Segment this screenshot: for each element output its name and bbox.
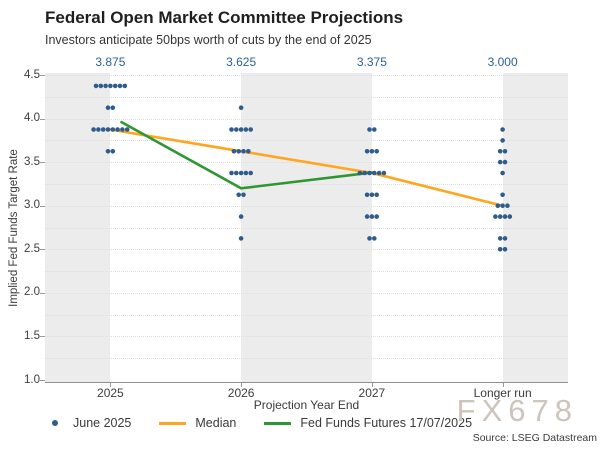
y-tick-mark bbox=[40, 292, 45, 294]
projection-dot bbox=[110, 105, 116, 110]
y-axis-title: Implied Fed Funds Target Rate bbox=[8, 149, 20, 307]
y-tick-label: 3.0 bbox=[24, 199, 40, 212]
projection-dot bbox=[110, 149, 116, 154]
background-band bbox=[502, 73, 568, 382]
projection-dot bbox=[229, 127, 234, 132]
y-tick-mark bbox=[40, 205, 45, 207]
gridline bbox=[45, 119, 568, 120]
median-value-label: 3.375 bbox=[356, 55, 387, 69]
x-axis-line bbox=[45, 382, 568, 383]
legend-label: Median bbox=[195, 416, 237, 430]
projection-dot bbox=[493, 214, 498, 219]
y-tick-mark bbox=[40, 118, 45, 120]
median-line-marker bbox=[159, 421, 187, 425]
gridline bbox=[45, 206, 568, 207]
gridline bbox=[45, 249, 568, 250]
legend: June 2025 Median Fed Funds Futures 17/07… bbox=[52, 416, 500, 430]
projection-dot bbox=[234, 170, 239, 176]
median-value-label: 3.875 bbox=[95, 55, 126, 69]
y-tick-mark bbox=[40, 75, 45, 76]
gridline bbox=[45, 228, 568, 229]
projection-dot bbox=[372, 127, 377, 132]
projection-dot bbox=[381, 170, 387, 176]
legend-label: Fed Funds Futures 17/07/2025 bbox=[300, 416, 473, 430]
gridline bbox=[45, 184, 568, 185]
x-tick-label: 2026 bbox=[227, 386, 255, 400]
gridline bbox=[45, 162, 568, 163]
gridline bbox=[45, 140, 568, 141]
gridline bbox=[45, 75, 568, 76]
projection-dot bbox=[229, 170, 234, 176]
projection-dot bbox=[374, 149, 380, 154]
y-tick-mark bbox=[40, 249, 45, 251]
projection-dot bbox=[120, 127, 125, 132]
watermark: FX678 bbox=[456, 393, 578, 428]
projection-dot bbox=[122, 83, 128, 89]
x-axis-title: Projection Year End bbox=[253, 398, 360, 412]
projection-dot bbox=[124, 127, 130, 132]
projection-dot bbox=[372, 170, 377, 176]
legend-label: June 2025 bbox=[73, 416, 132, 430]
y-tick-label: 1.5 bbox=[24, 329, 40, 342]
y-tick-mark bbox=[40, 336, 45, 338]
projection-dot bbox=[372, 236, 377, 241]
x-tick-label: 2027 bbox=[358, 386, 386, 400]
projection-dot bbox=[374, 214, 380, 219]
gridline bbox=[45, 271, 568, 272]
y-tick-label: 3.5 bbox=[24, 155, 40, 168]
projection-dot bbox=[234, 127, 239, 132]
gridline bbox=[45, 97, 568, 98]
projection-dot bbox=[117, 83, 123, 89]
futures-line-marker bbox=[264, 421, 292, 425]
legend-item-june-2025: June 2025 bbox=[52, 416, 131, 430]
projection-dot bbox=[112, 83, 118, 89]
projection-dot bbox=[115, 127, 120, 132]
background-band bbox=[45, 73, 111, 382]
projection-dot bbox=[231, 149, 237, 154]
x-tick-label: 2025 bbox=[97, 386, 124, 400]
source-credit: Source: LSEG Datastream bbox=[472, 432, 597, 444]
gridline bbox=[45, 336, 568, 337]
median-value-label: 3.000 bbox=[487, 55, 518, 69]
x-tick-mark bbox=[110, 382, 112, 387]
y-tick-mark bbox=[40, 380, 45, 381]
legend-item-median: Median bbox=[159, 416, 236, 430]
scatter-dot-marker bbox=[52, 420, 58, 426]
chart-title: Federal Open Market Committee Projection… bbox=[45, 8, 404, 27]
y-tick-label: 4.0 bbox=[24, 112, 40, 125]
y-tick-label: 4.5 bbox=[24, 68, 40, 81]
projection-dot bbox=[374, 192, 380, 198]
x-tick-mark bbox=[502, 382, 504, 387]
gridline bbox=[45, 358, 568, 359]
x-tick-label: Longer run bbox=[473, 386, 532, 400]
y-tick-label: 2.5 bbox=[24, 242, 40, 255]
y-tick-label: 1.0 bbox=[24, 373, 40, 386]
median-value-label: 3.625 bbox=[226, 55, 257, 69]
gridline bbox=[45, 315, 568, 316]
y-tick-mark bbox=[40, 162, 45, 164]
x-tick-mark bbox=[371, 382, 373, 387]
gridline bbox=[45, 293, 568, 294]
x-tick-mark bbox=[241, 382, 243, 387]
projection-dot bbox=[110, 127, 116, 132]
y-tick-label: 2.0 bbox=[24, 286, 40, 299]
projection-dot bbox=[376, 170, 382, 176]
chart-subtitle: Investors anticipate 50bps worth of cuts… bbox=[45, 33, 372, 47]
legend-item-futures: Fed Funds Futures 17/07/2025 bbox=[264, 416, 472, 430]
